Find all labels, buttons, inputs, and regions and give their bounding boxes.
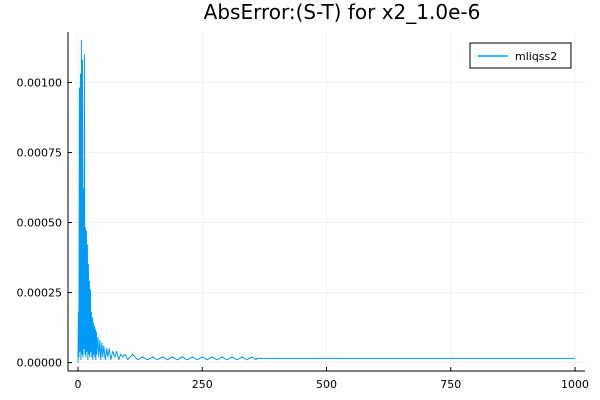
y-tick-label: 0.00100 [17,76,63,89]
series-line-mliqss2 [77,39,576,363]
y-tick-label: 0.00050 [17,217,63,230]
x-tick-label: 1000 [561,378,589,391]
x-tick-label: 250 [192,378,213,391]
legend: mliqss2 [469,42,572,69]
tick-labels: 0 250 500 750 1000 0.00000 0.00025 0.00050 0.000… [17,76,590,391]
x-tick-label: 0 [74,378,81,391]
x-tick-label: 750 [440,378,461,391]
series-layer [77,39,576,363]
y-tick-label: 0.00000 [17,357,63,370]
chart-title: AbsError:(S-T) for x2_1.0e-6 [204,0,481,24]
legend-label-mliqss2: mliqss2 [515,50,557,63]
y-tick-label: 0.00025 [17,287,63,300]
y-tick-label: 0.00075 [17,146,63,159]
grid-lines [68,32,585,371]
x-tick-label: 500 [316,378,337,391]
